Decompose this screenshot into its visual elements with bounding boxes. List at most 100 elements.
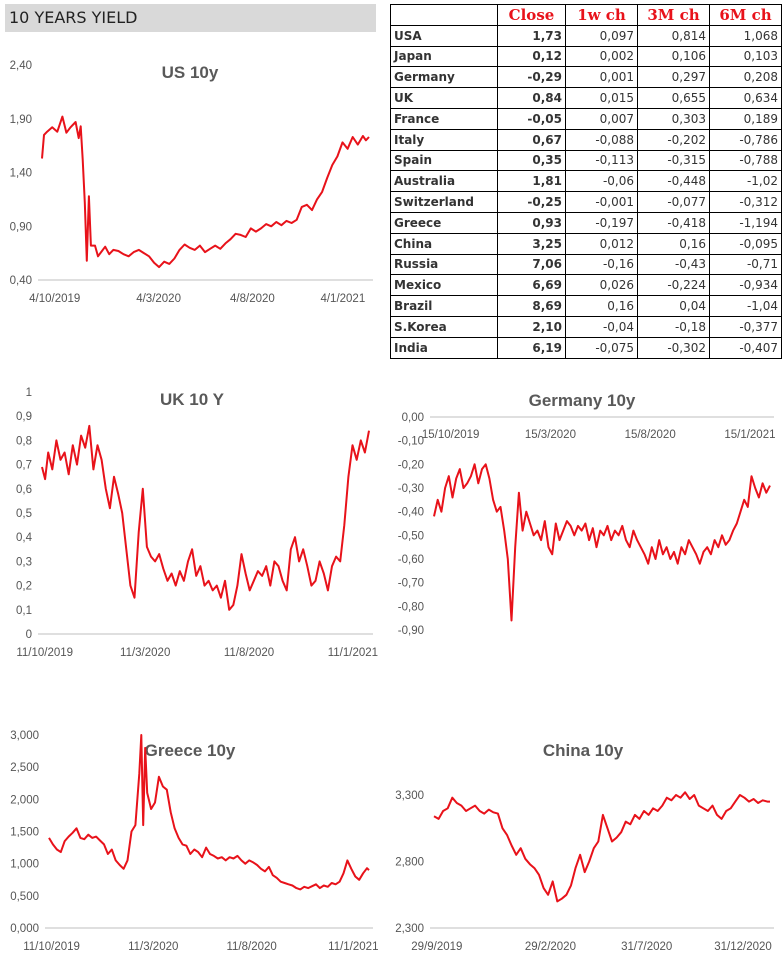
y-tick-label: 2,800 bbox=[395, 857, 424, 869]
cell-1w-ch: 0,026 bbox=[565, 274, 638, 297]
chart-title: US 10y bbox=[162, 63, 219, 82]
cell-country: Greece bbox=[390, 211, 498, 234]
table-row: Brazil 8,69 0,16 0,04 -1,04 bbox=[390, 295, 782, 317]
header-6m-ch: 6M ch bbox=[709, 4, 782, 26]
y-tick-label: 0,8 bbox=[16, 435, 32, 447]
cell-3m-ch: -0,077 bbox=[637, 191, 710, 213]
y-tick-label: 0,5 bbox=[16, 508, 32, 520]
x-tick-label: 11/3/2020 bbox=[120, 647, 170, 659]
table-row: Switzerland -0,25 -0,001 -0,077 -0,312 bbox=[390, 191, 782, 213]
y-tick-label: -0,80 bbox=[398, 601, 424, 613]
y-tick-label: -0,60 bbox=[398, 554, 424, 566]
series-line bbox=[433, 791, 770, 903]
greece-10y-chart: Greece 10y 0,000 0,500 1,000 1,500 2,000 2,500… bbox=[10, 730, 378, 953]
cell-country: USA bbox=[390, 24, 498, 47]
cell-1w-ch: -0,113 bbox=[565, 149, 638, 172]
uk-10y-chart: UK 10 Y 0 0,1 0,2 0,3 0,4 0,5 0,6 0,7 0,8 0,9 1 11/1… bbox=[16, 387, 378, 659]
chart-title: Greece 10y bbox=[145, 741, 236, 760]
cell-3m-ch: 0,16 bbox=[637, 232, 710, 255]
cell-6m-ch: 0,634 bbox=[709, 87, 782, 109]
cell-6m-ch: -0,312 bbox=[709, 191, 782, 213]
y-tick-label: 0,2 bbox=[16, 581, 32, 593]
y-tick-label: -0,90 bbox=[398, 625, 424, 637]
y-tick-label: 2,000 bbox=[10, 794, 39, 806]
cell-6m-ch: -0,71 bbox=[709, 253, 782, 276]
header-country bbox=[390, 4, 498, 26]
x-tick-label: 15/10/2019 bbox=[422, 429, 480, 441]
cell-close: 6,19 bbox=[497, 336, 566, 359]
cell-close: -0,29 bbox=[497, 66, 566, 89]
cell-1w-ch: 0,097 bbox=[565, 24, 638, 47]
cell-6m-ch: -0,095 bbox=[709, 232, 782, 255]
series-line bbox=[433, 463, 771, 622]
cell-3m-ch: -0,302 bbox=[637, 336, 710, 359]
y-tick-label: -0,40 bbox=[398, 507, 424, 519]
cell-country: France bbox=[390, 107, 498, 130]
y-tick-label: -0,20 bbox=[398, 459, 424, 471]
yield-table-header-row: Close 1w ch 3M ch 6M ch bbox=[390, 4, 782, 26]
yield-table: Close 1w ch 3M ch 6M ch USA 1,73 0,097 0,81… bbox=[390, 4, 782, 359]
x-tick-label: 15/8/2020 bbox=[625, 429, 676, 441]
cell-country: Spain bbox=[390, 149, 498, 172]
y-tick-label: 1,000 bbox=[10, 859, 39, 871]
x-tick-label: 4/3/2020 bbox=[136, 293, 181, 305]
cell-close: 6,69 bbox=[497, 274, 566, 297]
cell-3m-ch: 0,814 bbox=[637, 24, 710, 47]
cell-6m-ch: -0,377 bbox=[709, 315, 782, 338]
x-tick-label: 11/3/2020 bbox=[128, 941, 178, 953]
x-tick-label: 11/10/2019 bbox=[16, 647, 73, 659]
y-tick-label: 0,4 bbox=[16, 532, 33, 544]
cell-1w-ch: -0,075 bbox=[565, 336, 638, 359]
cell-6m-ch: -0,788 bbox=[709, 149, 782, 172]
cell-1w-ch: 0,007 bbox=[565, 107, 638, 130]
cell-country: Japan bbox=[390, 45, 498, 68]
y-tick-label: 2,500 bbox=[10, 762, 39, 774]
cell-1w-ch: 0,012 bbox=[565, 232, 638, 255]
yield-table-body: USA 1,73 0,097 0,814 1,068 Japan 0,12 0,002 0,10… bbox=[390, 24, 782, 359]
cell-6m-ch: -0,407 bbox=[709, 336, 782, 359]
cell-close: 7,06 bbox=[497, 253, 566, 276]
y-tick-label: 0,3 bbox=[16, 556, 32, 568]
header-banner: 10 YEARS YIELD bbox=[5, 4, 376, 32]
y-tick-label: 2,40 bbox=[10, 60, 32, 72]
x-tick-label: 4/10/2019 bbox=[29, 293, 80, 305]
x-tick-label: 29/9/2019 bbox=[411, 941, 462, 953]
table-row: India 6,19 -0,075 -0,302 -0,407 bbox=[390, 336, 782, 359]
cell-3m-ch: -0,224 bbox=[637, 274, 710, 297]
cell-3m-ch: 0,297 bbox=[637, 66, 710, 89]
cell-3m-ch: 0,655 bbox=[637, 87, 710, 109]
cell-3m-ch: -0,202 bbox=[637, 128, 710, 151]
y-tick-label: 0,1 bbox=[16, 605, 32, 617]
cell-close: 0,93 bbox=[497, 211, 566, 234]
series-line bbox=[41, 115, 370, 269]
cell-close: 8,69 bbox=[497, 295, 566, 317]
y-tick-label: 0,9 bbox=[16, 411, 32, 423]
y-tick-label: 3,000 bbox=[10, 730, 39, 742]
x-tick-label: 11/1/2021 bbox=[328, 941, 378, 953]
table-row: S.Korea 2,10 -0,04 -0,18 -0,377 bbox=[390, 315, 782, 338]
cell-1w-ch: 0,16 bbox=[565, 295, 638, 317]
cell-3m-ch: -0,43 bbox=[637, 253, 710, 276]
cell-3m-ch: 0,04 bbox=[637, 295, 710, 317]
cell-close: 0,67 bbox=[497, 128, 566, 151]
cell-close: 0,35 bbox=[497, 149, 566, 172]
cell-3m-ch: -0,315 bbox=[637, 149, 710, 172]
y-tick-label: 1,500 bbox=[10, 827, 39, 839]
table-row: Australia 1,81 -0,06 -0,448 -1,02 bbox=[390, 170, 782, 193]
cell-close: -0,25 bbox=[497, 191, 566, 213]
x-tick-label: 31/12/2020 bbox=[714, 941, 772, 953]
cell-close: 2,10 bbox=[497, 315, 566, 338]
y-tick-label: -0,30 bbox=[398, 483, 424, 495]
cell-6m-ch: -0,786 bbox=[709, 128, 782, 151]
cell-1w-ch: -0,04 bbox=[565, 315, 638, 338]
table-row: UK 0,84 0,015 0,655 0,634 bbox=[390, 87, 782, 109]
x-tick-label: 29/2/2020 bbox=[525, 941, 576, 953]
series-line bbox=[41, 424, 370, 611]
table-row: Spain 0,35 -0,113 -0,315 -0,788 bbox=[390, 149, 782, 172]
y-tick-label: 1,40 bbox=[10, 168, 32, 180]
cell-3m-ch: 0,303 bbox=[637, 107, 710, 130]
table-row: France -0,05 0,007 0,303 0,189 bbox=[390, 107, 782, 130]
cell-6m-ch: -1,04 bbox=[709, 295, 782, 317]
cell-1w-ch: -0,001 bbox=[565, 191, 638, 213]
header-close: Close bbox=[497, 4, 566, 26]
